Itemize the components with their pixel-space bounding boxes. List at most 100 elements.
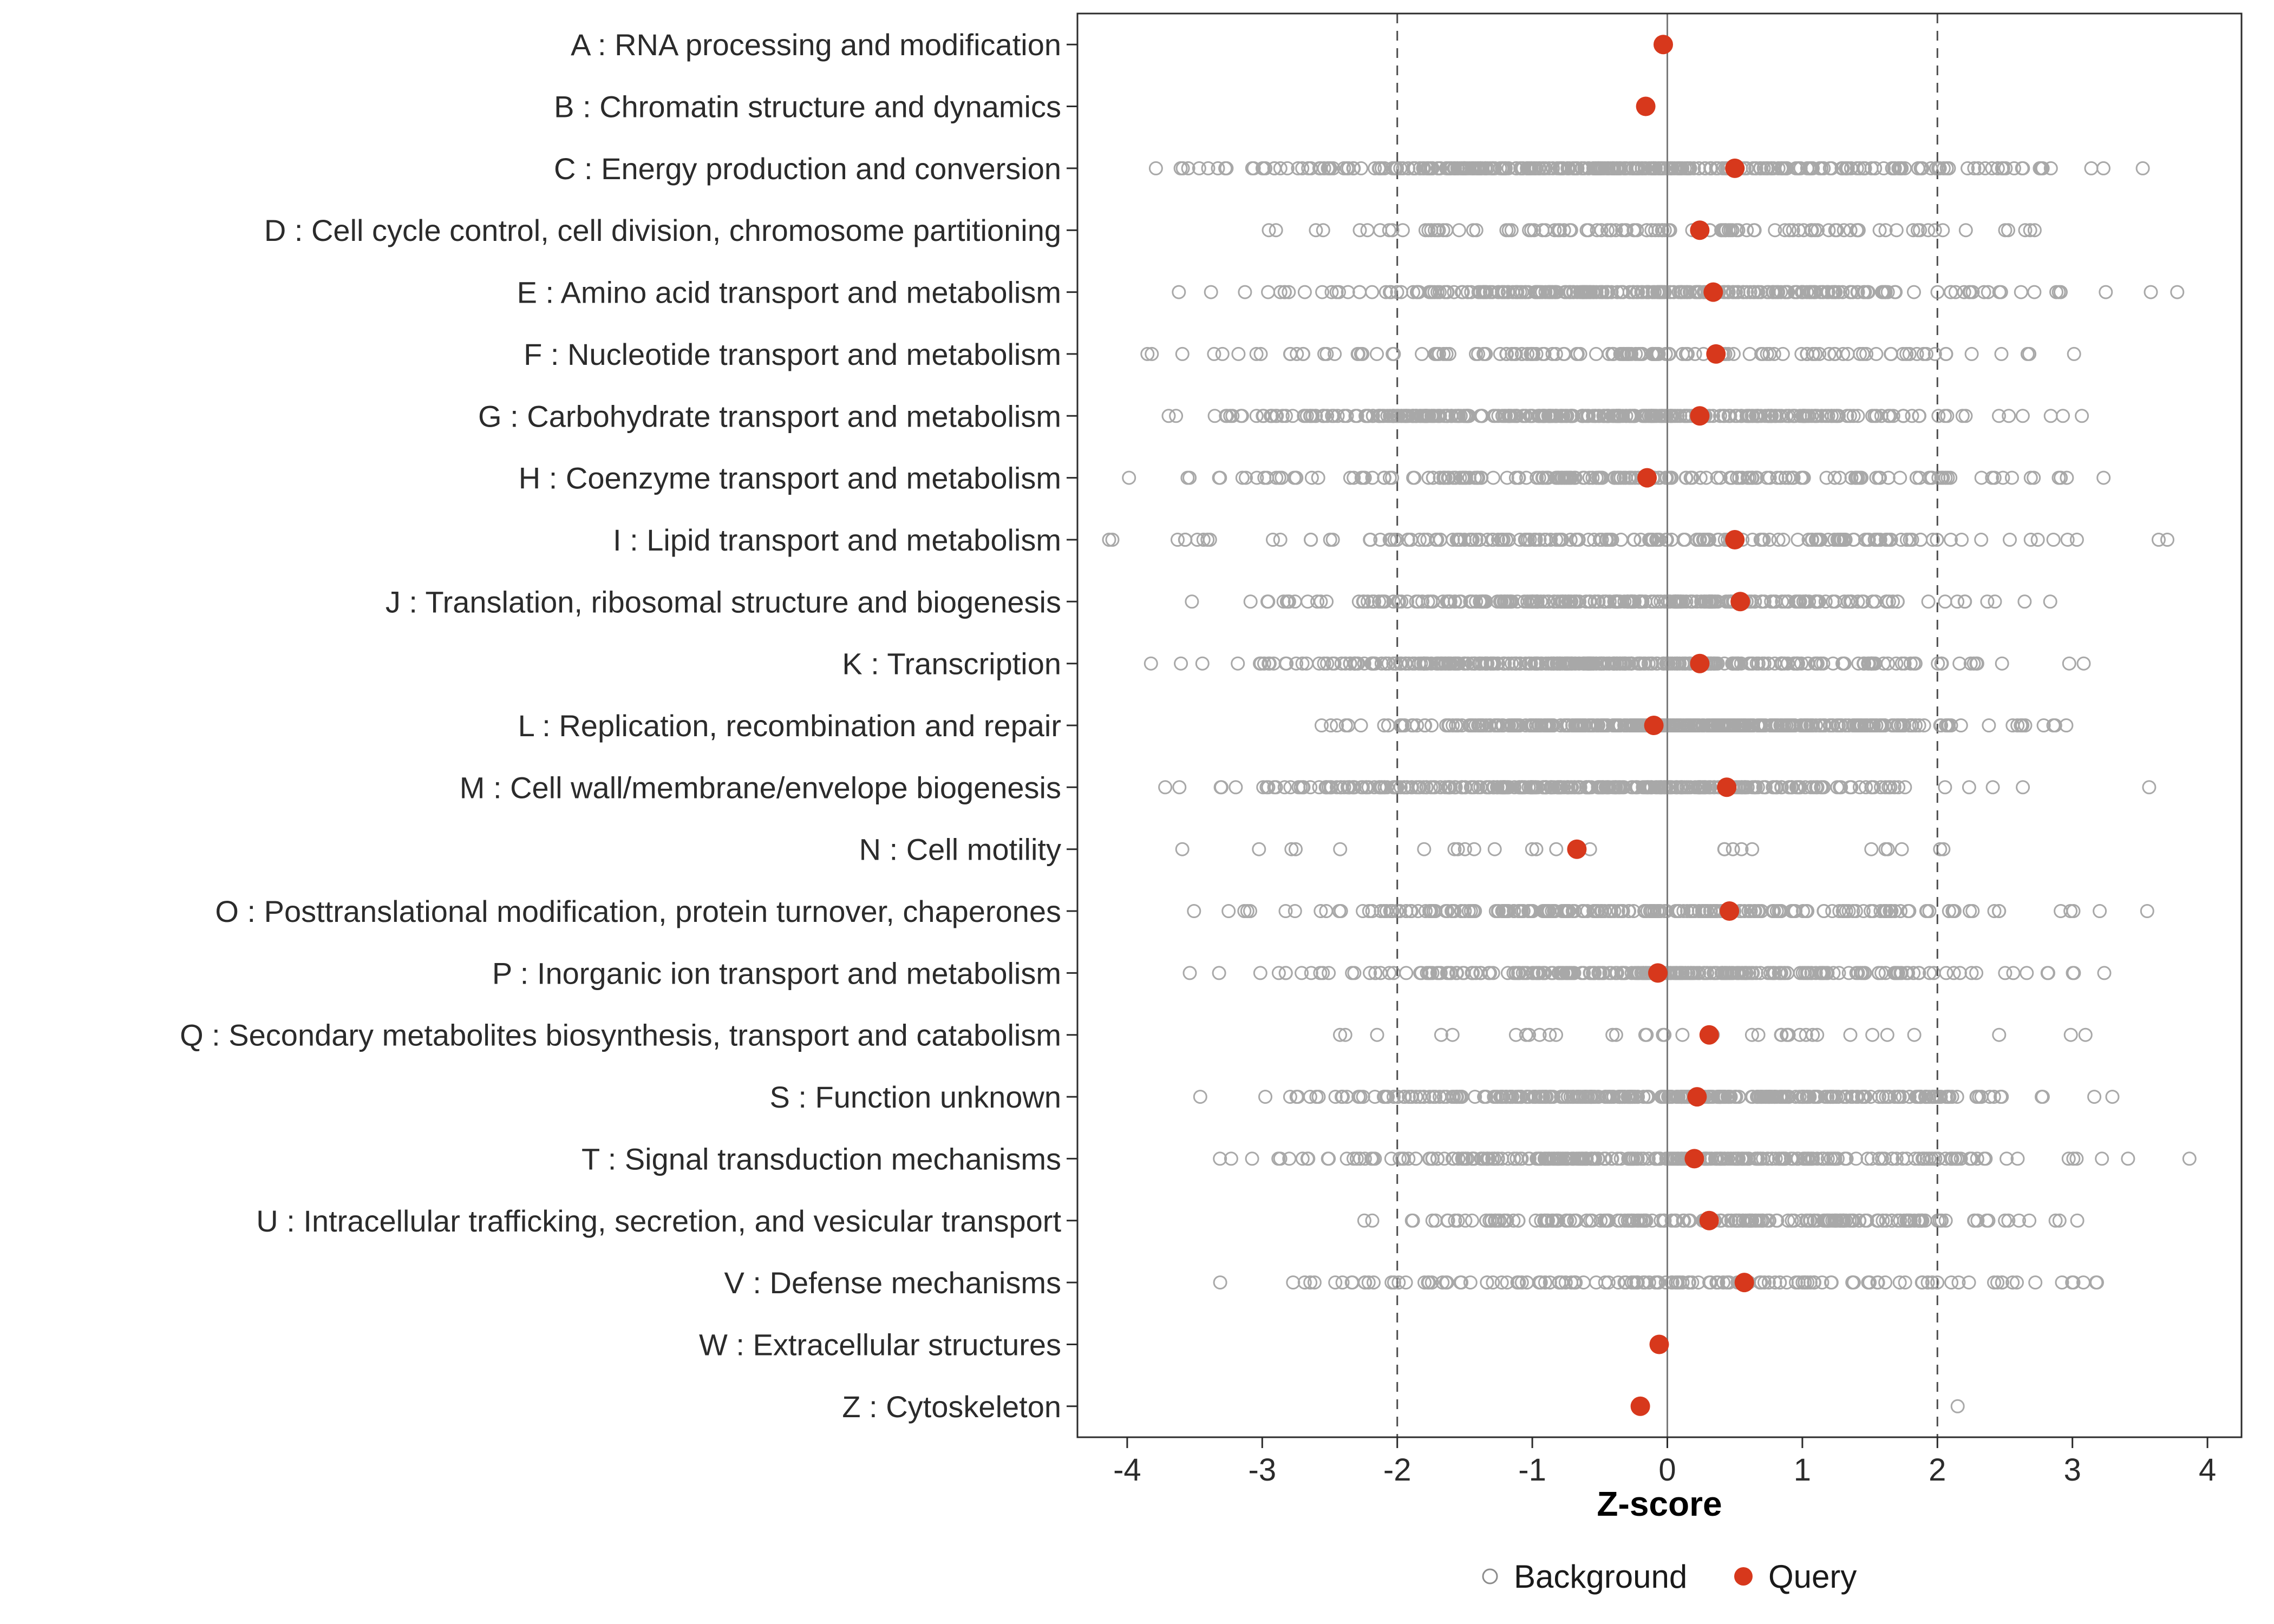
- background-point: [1820, 285, 1834, 299]
- background-point: [1491, 904, 1506, 918]
- background-point: [1791, 780, 1805, 795]
- background-point: [1309, 223, 1323, 238]
- background-point: [1373, 533, 1388, 547]
- background-point: [1471, 161, 1486, 175]
- background-point: [1428, 1213, 1443, 1228]
- background-point: [1892, 1275, 1907, 1290]
- background-point: [1455, 780, 1470, 795]
- background-point: [1864, 718, 1878, 732]
- background-point: [1749, 470, 1763, 485]
- background-point: [1785, 718, 1799, 732]
- background-point: [1965, 904, 1980, 918]
- background-point: [1445, 1027, 1460, 1042]
- background-point: [1335, 1275, 1350, 1290]
- background-point: [1314, 161, 1328, 175]
- background-point: [2003, 533, 2017, 547]
- background-point: [1436, 346, 1451, 361]
- background-point: [1317, 161, 1331, 175]
- background-point: [2043, 409, 2058, 423]
- background-point: [1778, 966, 1792, 980]
- background-point: [1919, 346, 1933, 361]
- background-point: [1543, 1090, 1557, 1104]
- background-point: [1893, 470, 1907, 485]
- background-point: [1950, 1399, 1965, 1413]
- background-point: [1211, 161, 1225, 175]
- category-label: A : RNA processing and modification: [571, 28, 1061, 62]
- background-point: [1748, 1151, 1763, 1166]
- background-point: [1657, 780, 1672, 795]
- background-point: [1813, 285, 1828, 299]
- background-point: [1463, 904, 1478, 918]
- background-point: [1334, 780, 1348, 795]
- background-point: [2067, 346, 2081, 361]
- background-point: [1613, 1151, 1628, 1166]
- background-point: [1891, 594, 1905, 609]
- background-point: [1807, 1213, 1821, 1228]
- background-point: [1862, 656, 1877, 671]
- query-point: [1703, 282, 1723, 302]
- background-point: [1785, 904, 1799, 918]
- background-point: [1459, 1151, 1473, 1166]
- background-point: [1576, 285, 1591, 299]
- background-point: [1453, 533, 1468, 547]
- background-point: [1879, 533, 1893, 547]
- category-label: W : Extracellular structures: [699, 1328, 1061, 1362]
- background-point: [1535, 346, 1550, 361]
- background-point: [1187, 904, 1201, 918]
- row-background-points: [1172, 285, 2185, 299]
- background-point: [1985, 780, 2000, 795]
- background-point: [1903, 533, 1917, 547]
- background-point: [1642, 533, 1657, 547]
- background-point: [2036, 718, 2051, 732]
- background-point: [1570, 346, 1584, 361]
- background-point: [1633, 533, 1648, 547]
- background-point: [1390, 409, 1404, 423]
- background-point: [1637, 409, 1652, 423]
- background-point: [1473, 966, 1488, 980]
- background-point: [1341, 285, 1355, 299]
- background-point: [1193, 1090, 1207, 1104]
- background-point: [1998, 223, 2012, 238]
- background-point: [1386, 409, 1400, 423]
- background-point: [1869, 718, 1884, 732]
- background-point: [1430, 285, 1445, 299]
- background-point: [1946, 904, 1961, 918]
- background-point: [1938, 409, 1952, 423]
- background-point: [1654, 780, 1668, 795]
- background-point: [1412, 533, 1427, 547]
- background-point: [1638, 656, 1652, 671]
- background-point: [1885, 1213, 1899, 1228]
- category-label: D : Cell cycle control, cell division, c…: [264, 213, 1061, 247]
- background-point: [1918, 1213, 1932, 1228]
- background-point: [1746, 966, 1760, 980]
- background-point: [1267, 161, 1282, 175]
- background-point: [1963, 904, 1977, 918]
- background-point: [1520, 1090, 1534, 1104]
- x-tick-label: 2: [1929, 1452, 1946, 1488]
- background-point: [1405, 780, 1419, 795]
- category-label: C : Energy production and conversion: [554, 152, 1061, 186]
- background-point: [1496, 656, 1511, 671]
- background-point: [1395, 718, 1410, 732]
- background-point: [1347, 656, 1362, 671]
- background-point: [2142, 780, 2157, 795]
- background-point: [1396, 1090, 1411, 1104]
- x-tick-label: -2: [1383, 1452, 1412, 1488]
- query-point: [1630, 1396, 1650, 1416]
- background-point: [1556, 966, 1571, 980]
- background-point: [1920, 1275, 1935, 1290]
- background-point: [1932, 161, 1947, 175]
- background-point: [1582, 409, 1596, 423]
- background-point: [1303, 1090, 1317, 1104]
- background-point: [1539, 1213, 1554, 1228]
- background-point: [1692, 904, 1707, 918]
- background-point: [1500, 1275, 1514, 1290]
- background-point: [1998, 1213, 2012, 1228]
- row-background-points: [1213, 1275, 2104, 1290]
- background-point: [1348, 409, 1363, 423]
- background-point: [1773, 470, 1788, 485]
- background-point: [1921, 594, 1936, 609]
- background-point: [1659, 533, 1674, 547]
- background-point: [1668, 656, 1682, 671]
- background-point: [1433, 656, 1448, 671]
